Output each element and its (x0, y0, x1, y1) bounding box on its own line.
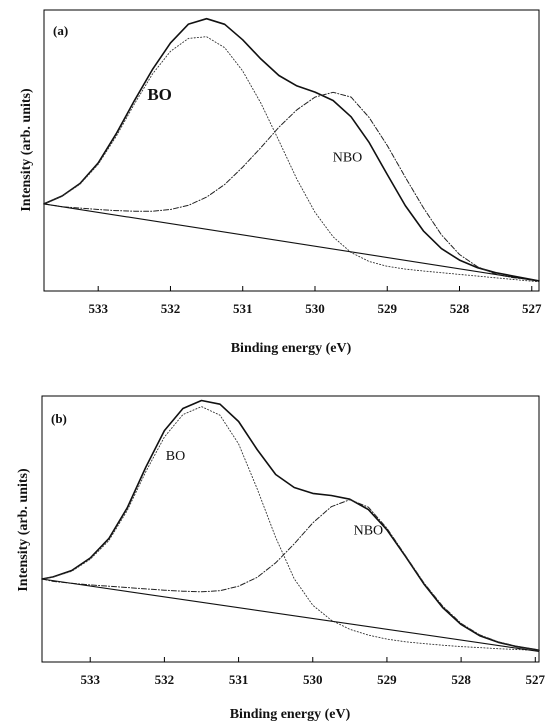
x-ticks: 533 532 531 530 529 528 527 (80, 657, 546, 687)
x-tick-label: 533 (80, 672, 100, 687)
x-tick-label: 529 (377, 672, 397, 687)
panel-b: (b) Binding energy (eV) Intensity (arb. … (16, 395, 546, 722)
background-component-curve (41, 578, 540, 652)
background-component-curve (43, 203, 540, 282)
measured-and-fit (41, 399, 540, 652)
curves (43, 17, 540, 283)
plot-frame (41, 395, 540, 663)
nbo-component-curve (43, 91, 540, 282)
plot-frame (43, 9, 540, 292)
bo-component-curve (41, 406, 540, 652)
x-tick-label: 532 (161, 301, 181, 316)
annotations: BO NBO (147, 85, 362, 166)
x-axis-label: Binding energy (eV) (231, 341, 352, 356)
x-tick-label: 531 (233, 301, 253, 316)
panel-label: (b) (51, 411, 67, 426)
x-tick-label: 532 (155, 672, 175, 687)
x-tick-label: 530 (303, 672, 323, 687)
x-tick-label: 533 (88, 301, 108, 316)
panel-label: (a) (53, 23, 68, 38)
x-tick-label: 529 (377, 301, 397, 316)
peak-label-bo: BO (166, 449, 185, 464)
x-tick-label: 528 (451, 672, 471, 687)
x-tick-label: 531 (229, 672, 249, 687)
peak-label-nbo: NBO (354, 523, 384, 538)
measured-and-fit (43, 17, 540, 282)
x-tick-label: 530 (305, 301, 325, 316)
x-tick-label: 527 (526, 672, 546, 687)
y-axis-label: Intensity (arb. units) (19, 88, 34, 212)
y-axis-label: Intensity (arb. units) (16, 468, 31, 592)
peak-label-bo: BO (147, 85, 172, 104)
curves (41, 399, 540, 652)
annotations: BO NBO (166, 449, 383, 538)
peak-label-nbo: NBO (333, 151, 363, 166)
nbo-component-curve (41, 499, 540, 651)
x-tick-label: 528 (450, 301, 470, 316)
x-ticks: 533 532 531 530 529 528 527 (88, 286, 542, 316)
panel-a: (a) Binding energy (eV) Intensity (arb. … (19, 9, 542, 356)
x-tick-label: 527 (522, 301, 542, 316)
x-axis-label: Binding energy (eV) (230, 707, 351, 722)
bo-component-curve (43, 36, 540, 283)
